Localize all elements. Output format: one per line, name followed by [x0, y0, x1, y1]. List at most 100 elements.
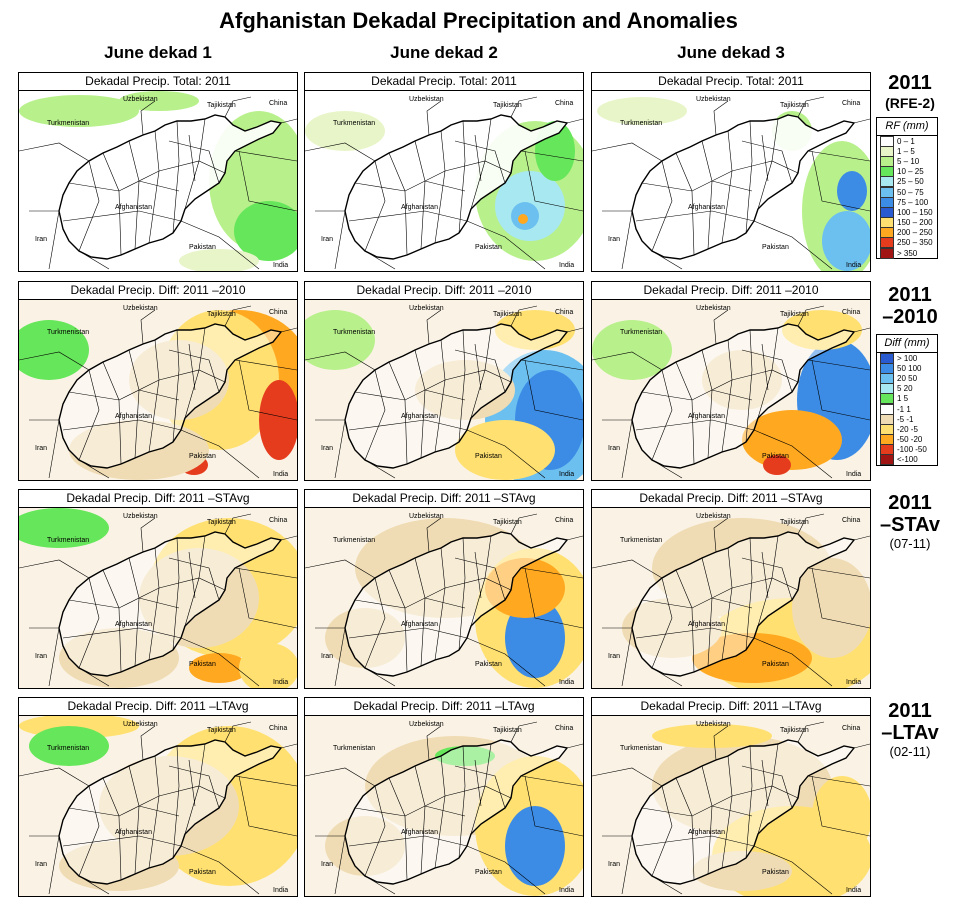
legend-entry: 5 20	[877, 383, 937, 395]
map-label-india: India	[559, 262, 574, 269]
country-boundary	[853, 118, 870, 124]
row-label-comparison: –LTAv	[881, 722, 939, 744]
country-boundary	[853, 327, 870, 333]
map-label-afghanistan: Afghanistan	[401, 829, 438, 836]
legend-label: 0 – 1	[897, 136, 915, 146]
map-label-tajikistan: Tajikistan	[780, 727, 809, 734]
panel-title: Dekadal Precip. Diff: 2011 –LTAvg	[19, 698, 297, 716]
map-label-iran: Iran	[608, 236, 620, 243]
province-boundary	[711, 597, 753, 609]
country-boundary	[510, 721, 538, 743]
country-boundary	[224, 513, 252, 535]
country-boundary	[426, 309, 442, 345]
province-boundary	[354, 577, 512, 609]
legend-items: > 100 50 100 20 50 5 20 1 5 -1 1 -5 -1 -20 -5 -5…	[877, 352, 937, 466]
country-boundary	[520, 775, 583, 787]
row-label-source: (RFE-2)	[885, 95, 935, 111]
country-boundary	[466, 220, 546, 270]
province-boundary	[424, 805, 466, 817]
legend-entry: -1 1	[877, 403, 937, 415]
afghanistan-border	[58, 531, 283, 677]
map-label-china: China	[555, 309, 573, 316]
country-boundary	[510, 96, 538, 118]
province-boundary	[168, 557, 220, 601]
precip-area	[415, 360, 515, 420]
map-label-turkmenistan: Turkmenistan	[333, 537, 375, 544]
precip-area	[597, 97, 687, 125]
panel-title: Dekadal Precip. Total: 2011	[305, 73, 583, 91]
map-label-india: India	[559, 887, 574, 894]
map-label-afghanistan: Afghanistan	[115, 204, 152, 211]
map-label-china: China	[269, 100, 287, 107]
map-label-turkmenistan: Turkmenistan	[620, 745, 662, 752]
map-label-pakistan: Pakistan	[189, 661, 216, 668]
map-label-uzbekistan: Uzbekistan	[409, 513, 444, 520]
precip-area	[485, 558, 565, 618]
country-boundary	[140, 725, 156, 761]
province-boundary	[188, 759, 196, 807]
map-label-pakistan: Pakistan	[475, 244, 502, 251]
map-label-india: India	[559, 471, 574, 478]
map-label-tajikistan: Tajikistan	[493, 102, 522, 109]
country-boundary	[566, 327, 583, 333]
country-boundary	[621, 835, 633, 895]
precip-area	[837, 171, 867, 211]
map-label-china: China	[555, 100, 573, 107]
province-boundary	[651, 369, 673, 461]
country-boundary	[621, 627, 633, 687]
panel-title: Dekadal Precip. Diff: 2011 –STAvg	[305, 490, 583, 508]
precip-area	[259, 380, 297, 460]
province-boundary	[68, 369, 226, 401]
map-label-afghanistan: Afghanistan	[688, 204, 725, 211]
legend-entry: -5 -1	[877, 413, 937, 425]
legend-swatch	[880, 454, 894, 466]
legend-entry: 0 – 1	[877, 135, 937, 147]
map-label-uzbekistan: Uzbekistan	[123, 721, 158, 728]
precip-area	[622, 598, 722, 658]
column-header-dekad-3: June dekad 3	[677, 43, 785, 62]
map-label-turkmenistan: Turkmenistan	[47, 120, 89, 127]
map-label-iran: Iran	[321, 861, 333, 868]
province-boundary	[458, 745, 466, 859]
column-header-dekad-1: June dekad 1	[104, 43, 212, 62]
country-boundary	[520, 567, 583, 579]
row-label-diff-2010: 2011 –2010	[870, 284, 950, 328]
country-boundary	[140, 309, 156, 345]
province-boundary	[635, 419, 755, 431]
map-label-tajikistan: Tajikistan	[207, 102, 236, 109]
country-boundary	[592, 767, 663, 787]
map-label-afghanistan: Afghanistan	[688, 829, 725, 836]
legend-label: 200 – 250	[897, 228, 933, 238]
province-boundary	[78, 785, 100, 877]
legend-label: <-100	[897, 455, 918, 465]
legend-entry: 1 5	[877, 393, 937, 405]
country-boundary	[807, 359, 870, 371]
country-boundary	[807, 567, 870, 579]
province-boundary	[172, 745, 180, 859]
map-label-afghanistan: Afghanistan	[401, 621, 438, 628]
province-boundary	[78, 160, 100, 252]
country-boundary	[19, 142, 90, 162]
afghanistan-area	[345, 324, 567, 468]
map-label-tajikistan: Tajikistan	[207, 519, 236, 526]
map-label-uzbekistan: Uzbekistan	[123, 513, 158, 520]
province-boundary	[68, 577, 226, 609]
precip-area	[455, 420, 555, 480]
panel-title: Dekadal Precip. Diff: 2011 –LTAvg	[592, 698, 870, 716]
country-boundary	[566, 118, 583, 124]
country-boundary	[224, 305, 252, 327]
country-boundary	[280, 743, 297, 749]
country-boundary	[713, 309, 729, 345]
map-panel: Dekadal Precip. Diff: 2011 –LTAvg Uzbekis…	[591, 697, 871, 897]
country-boundary	[621, 210, 633, 270]
province-boundary	[78, 369, 100, 461]
map-label-afghanistan: Afghanistan	[688, 621, 725, 628]
country-boundary	[334, 419, 346, 479]
precip-area	[782, 310, 862, 350]
country-boundary	[524, 359, 583, 421]
map-label-pakistan: Pakistan	[189, 244, 216, 251]
map-label-iran: Iran	[321, 445, 333, 452]
legend-entry: -100 -50	[877, 444, 937, 456]
legend-title: RF (mm)	[877, 118, 937, 136]
map-panel: Dekadal Precip. Diff: 2011 –LTAvg Uzbekis…	[18, 697, 298, 897]
